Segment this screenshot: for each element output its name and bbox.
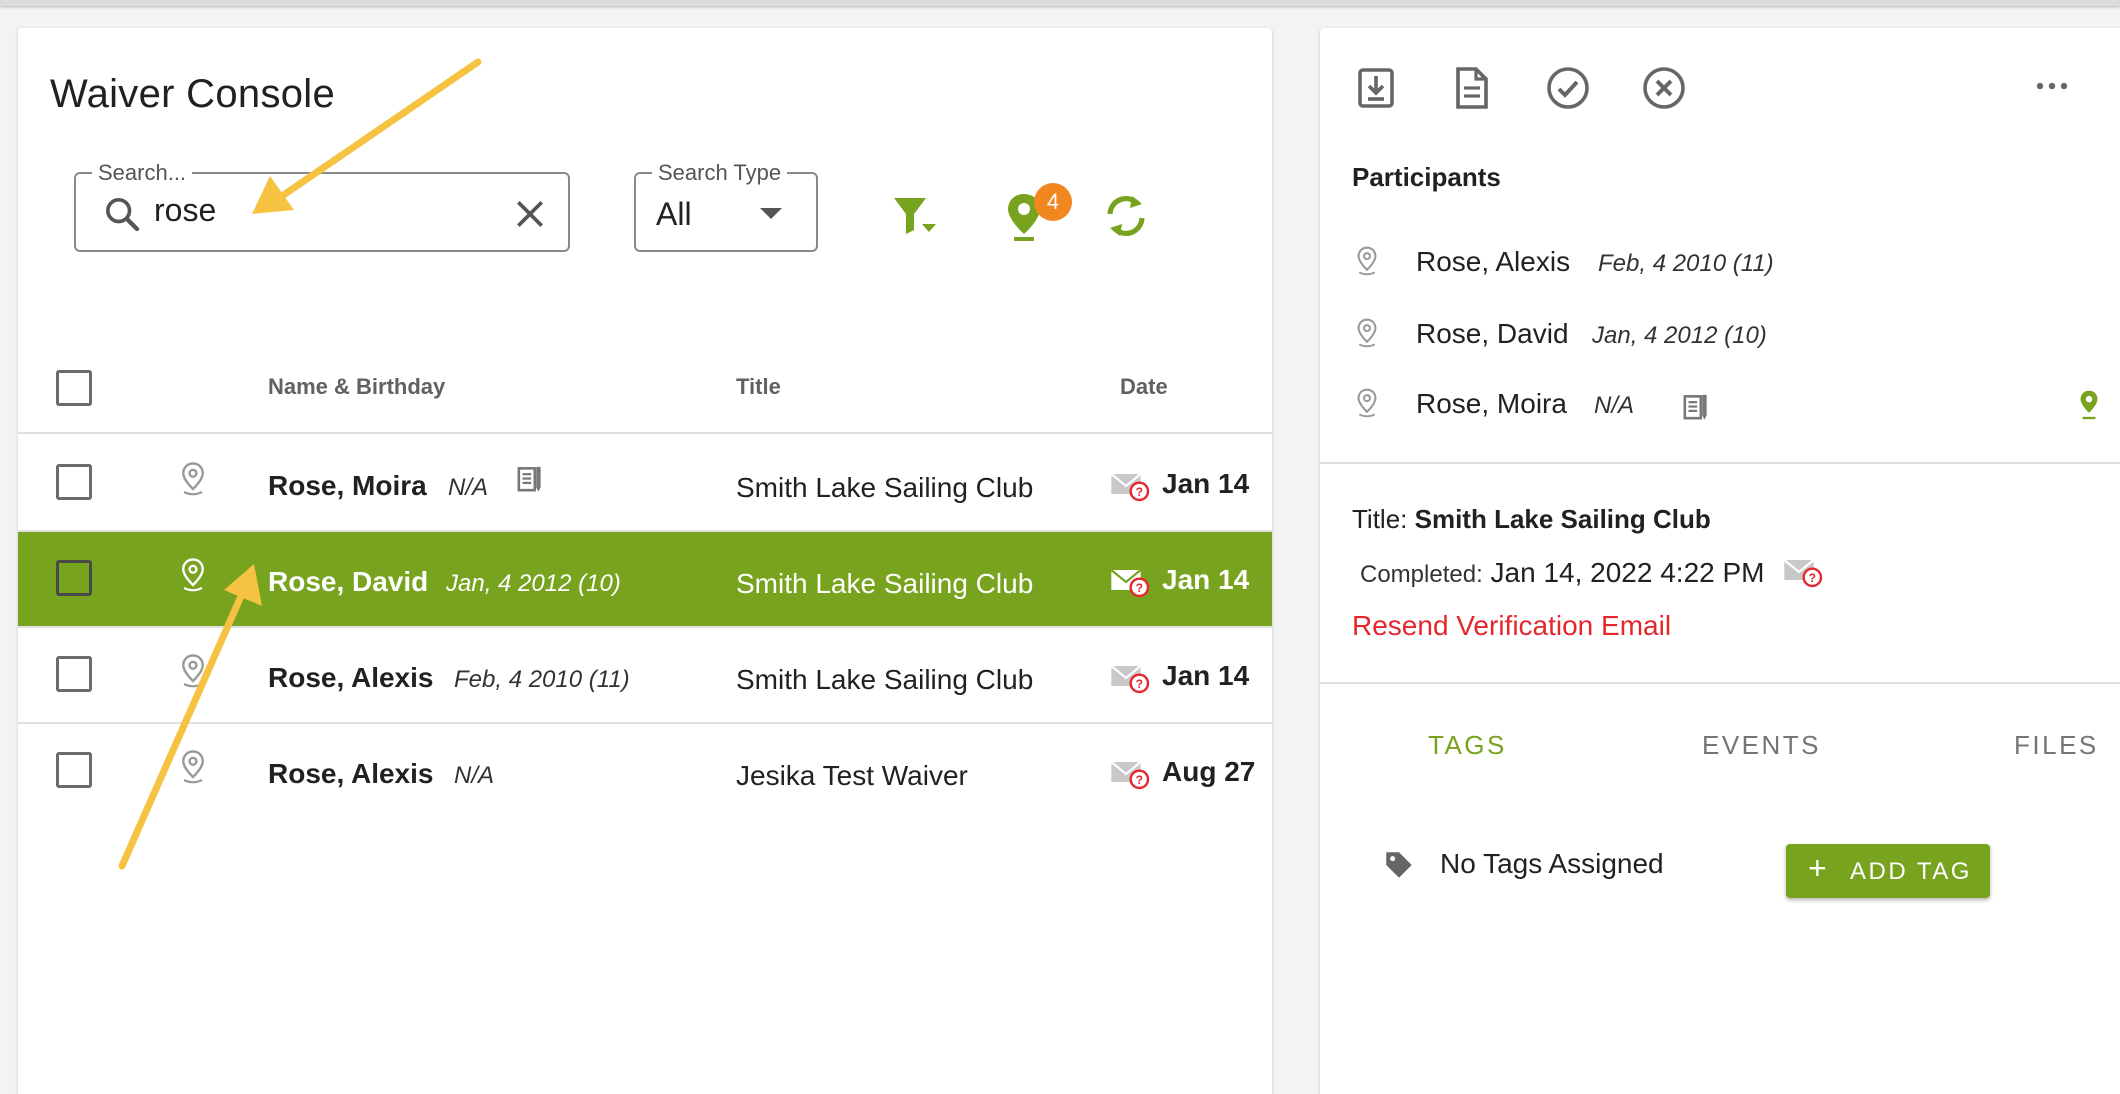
participant-name: Rose, Alexis [1416,246,1571,277]
waiver-date: Jan 14 [1162,564,1250,595]
completed-value: Jan 14, 2022 4:22 PM [1490,557,1765,588]
participant-name: Rose, Alexis [268,758,434,789]
add-tag-button[interactable]: + ADD TAG [1786,844,1990,898]
no-tags-message: No Tags Assigned [1440,848,1664,879]
participant-birthday: Jan, 4 2012 (10) [1592,322,1767,349]
participant-birthday: Feb, 4 2010 (11) [1598,250,1774,277]
waiver-title: Smith Lake Sailing Club [736,568,1034,599]
location-pin-outline-icon [1357,318,1377,348]
search-type-label: Search Type [652,160,788,186]
unverified-email-icon: ? [1110,569,1150,598]
search-type-select[interactable]: Search Type All [634,160,818,252]
unverified-email-icon: ? [1110,473,1150,502]
svg-text:?: ? [1136,581,1143,595]
completed-label: Completed: [1360,561,1483,588]
participant-item[interactable]: Rose, Alexis Feb, 4 2010 (11) [1320,240,2120,296]
resend-verification-link[interactable]: Resend Verification Email [1352,610,1672,641]
location-pin-outline-icon [1357,388,1377,418]
participant-name: Rose, David [1416,318,1569,349]
svg-text:?: ? [1136,677,1143,691]
location-pin-outline-icon [182,654,204,688]
waiver-title: Smith Lake Sailing Club [736,472,1034,503]
participant-name: Rose, Alexis [268,662,434,693]
top-bar [0,0,2120,6]
tab-tags[interactable]: TAGS [1428,730,1507,760]
row-checkbox[interactable] [56,464,92,500]
table-row[interactable]: Rose, Moira N/A Smith Lake Sailing Club … [18,436,1272,532]
participant-birthday: N/A [454,762,495,789]
plus-icon: + [1808,850,1830,886]
search-input[interactable]: rose [154,192,217,228]
column-name-birthday[interactable]: Name & Birthday [268,374,446,399]
column-title[interactable]: Title [736,374,781,399]
select-all-checkbox[interactable] [56,370,92,406]
page-title: Waiver Console [50,72,336,116]
participant-birthday: Jan, 4 2012 (10) [446,570,621,597]
refresh-icon[interactable] [1100,190,1152,242]
waiver-title-detail: Title: Smith Lake Sailing Club [1352,504,1711,535]
check-circle-icon[interactable] [1544,64,1592,112]
participant-item[interactable]: Rose, Moira N/A [1320,382,2120,438]
participant-birthday: N/A [1594,392,1635,419]
document-icon[interactable] [1448,64,1496,112]
location-pin-outline-icon [1357,246,1377,276]
search-field[interactable]: Search... rose [74,160,570,252]
document-notes-icon[interactable] [1680,392,1710,424]
search-type-value: All [656,196,692,232]
table-row[interactable]: Rose, Alexis N/A Jesika Test Waiver ? Au… [18,724,1272,820]
participant-item[interactable]: Rose, David Jan, 4 2012 (10) [1320,312,2120,368]
table-row[interactable]: Rose, Alexis Feb, 4 2010 (11) Smith Lake… [18,628,1272,724]
cancel-circle-icon[interactable] [1640,64,1688,112]
svg-text:?: ? [1136,485,1143,499]
title-value: Smith Lake Sailing Club [1414,504,1711,534]
svg-text:?: ? [1809,571,1816,585]
chevron-down-icon [760,208,782,219]
waiver-detail-panel: Participants Rose, Alexis Feb, 4 2010 (1… [1320,28,2120,1094]
tab-files[interactable]: FILES [2014,730,2099,760]
filter-icon[interactable] [888,190,940,242]
clear-icon[interactable] [510,194,550,234]
tag-icon [1386,852,1412,878]
table-header: Name & Birthday Title Date [18,348,1272,434]
search-icon [106,198,140,232]
svg-text:?: ? [1136,773,1143,787]
waiver-date: Jan 14 [1162,468,1250,499]
participants-heading: Participants [1352,162,1501,192]
download-icon[interactable] [1352,64,1400,112]
waiver-date: Jan 14 [1162,660,1250,691]
title-label: Title: [1352,504,1408,534]
row-checkbox[interactable] [56,560,92,596]
table-row-selected[interactable]: Rose, David Jan, 4 2012 (10) Smith Lake … [18,532,1272,628]
search-label: Search... [92,160,193,186]
unverified-email-icon: ? [1110,665,1150,694]
participant-birthday: N/A [448,474,489,501]
waiver-title: Jesika Test Waiver [736,760,968,791]
participant-name: Rose, Moira [1416,388,1567,419]
location-pin-outline-icon [182,462,204,496]
waiver-title: Smith Lake Sailing Club [736,664,1034,695]
add-tag-label: ADD TAG [1850,858,1972,885]
location-pin-outline-icon [182,750,204,784]
completed-detail: Completed: Jan 14, 2022 4:22 PM ? [1360,556,1824,589]
more-horizontal-icon[interactable] [2032,76,2072,96]
unverified-email-icon: ? [1783,559,1823,588]
location-count-badge: 4 [1034,183,1072,221]
location-pin-icon[interactable] [2076,388,2102,422]
section-divider [1320,682,2120,684]
participant-birthday: Feb, 4 2010 (11) [454,666,630,693]
location-pin-outline-icon [182,558,204,592]
section-divider [1320,462,2120,464]
participant-name: Rose, Moira [268,470,427,501]
document-notes-icon[interactable] [514,464,544,496]
waiver-console-panel: Waiver Console Search... rose Search Typ… [18,28,1272,1094]
tab-events[interactable]: EVENTS [1702,730,1822,760]
participant-name: Rose, David [268,566,429,597]
row-checkbox[interactable] [56,752,92,788]
unverified-email-icon: ? [1110,761,1150,790]
waiver-date: Aug 27 [1162,756,1256,787]
row-checkbox[interactable] [56,656,92,692]
column-date[interactable]: Date [1120,374,1168,399]
location-pin-icon[interactable] [998,190,1050,242]
